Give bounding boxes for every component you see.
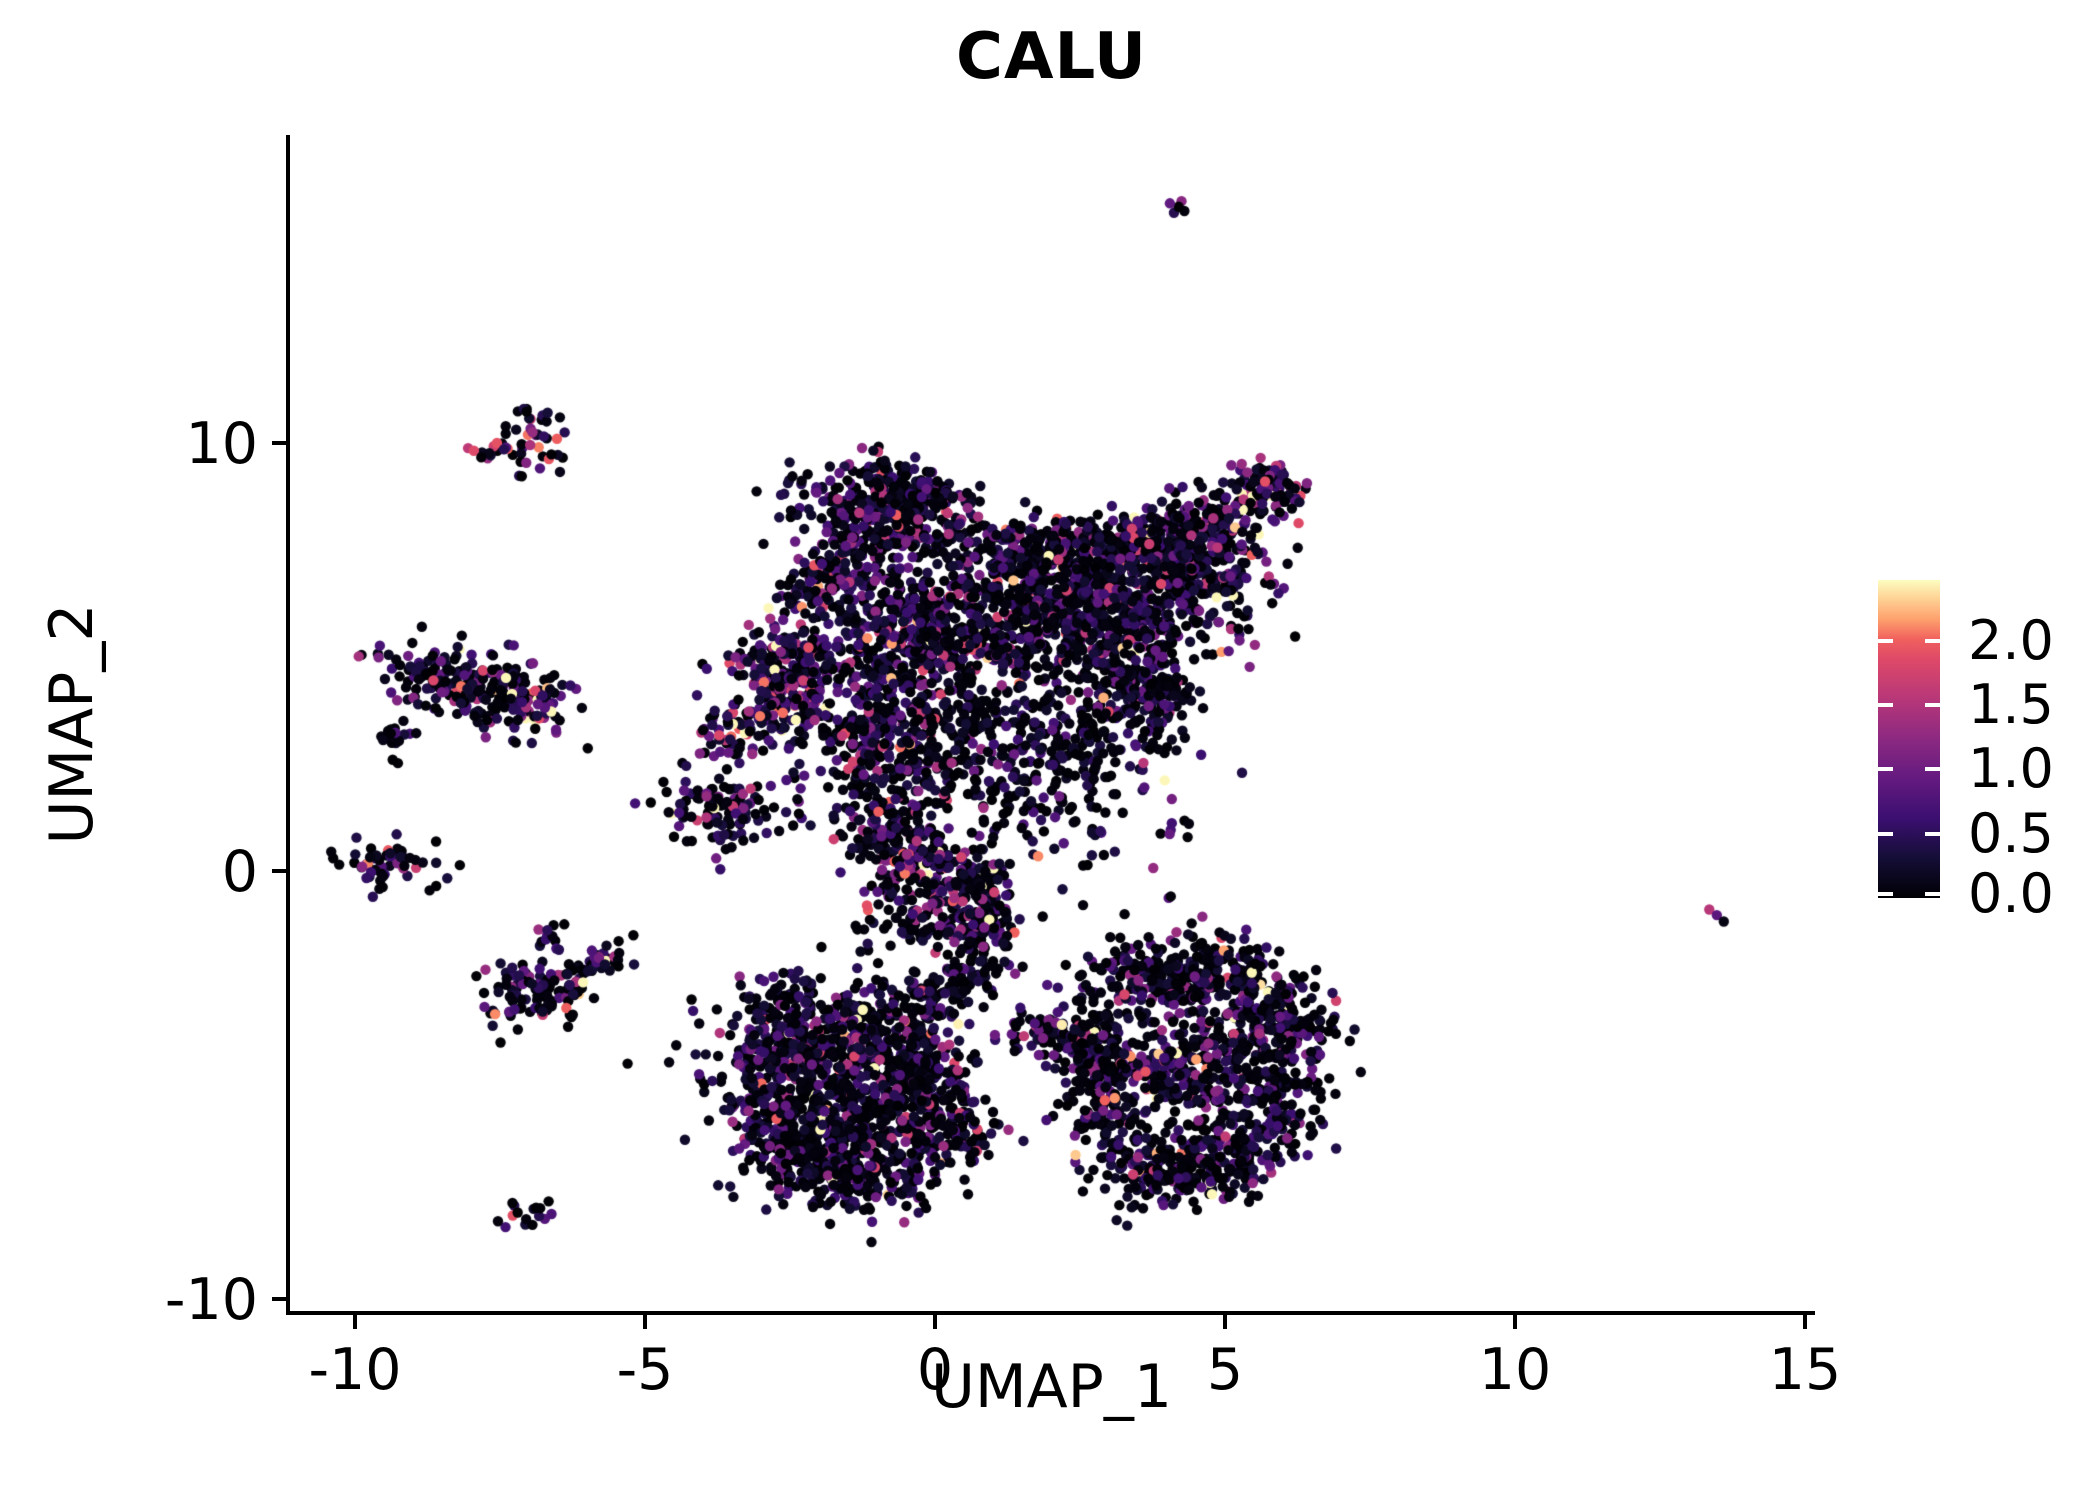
colorbar-tick-label: 1.5: [1968, 673, 2054, 737]
colorbar-tick-label: 0.0: [1968, 862, 2054, 925]
colorbar-tick: [1925, 638, 1940, 643]
colorbar-tick: [1925, 831, 1940, 836]
colorbar-gradient: [1878, 580, 1940, 898]
colorbar-tick: [1925, 703, 1940, 708]
colorbar: [1878, 580, 1940, 898]
colorbar-tick: [1925, 767, 1940, 772]
plot-title: CALU: [956, 20, 1147, 94]
tick-label: 0: [222, 839, 258, 905]
tick-label: 10: [185, 411, 258, 477]
x-axis-label: UMAP_1: [930, 1352, 1173, 1422]
colorbar-tick-label: 1.0: [1968, 737, 2054, 801]
colorbar-tick: [1878, 703, 1893, 708]
colorbar-tick: [1878, 892, 1893, 896]
colorbar-tick: [1925, 892, 1940, 896]
scatter-points-canvas: [288, 135, 1815, 1313]
y-axis-label: UMAP_2: [37, 603, 107, 845]
colorbar-tick-label: 2.0: [1968, 608, 2054, 672]
tick-label: -10: [165, 1267, 258, 1333]
colorbar-tick: [1878, 638, 1893, 643]
colorbar-tick-label: 0.5: [1968, 801, 2054, 865]
colorbar-tick: [1878, 831, 1893, 836]
colorbar-tick: [1878, 767, 1893, 772]
